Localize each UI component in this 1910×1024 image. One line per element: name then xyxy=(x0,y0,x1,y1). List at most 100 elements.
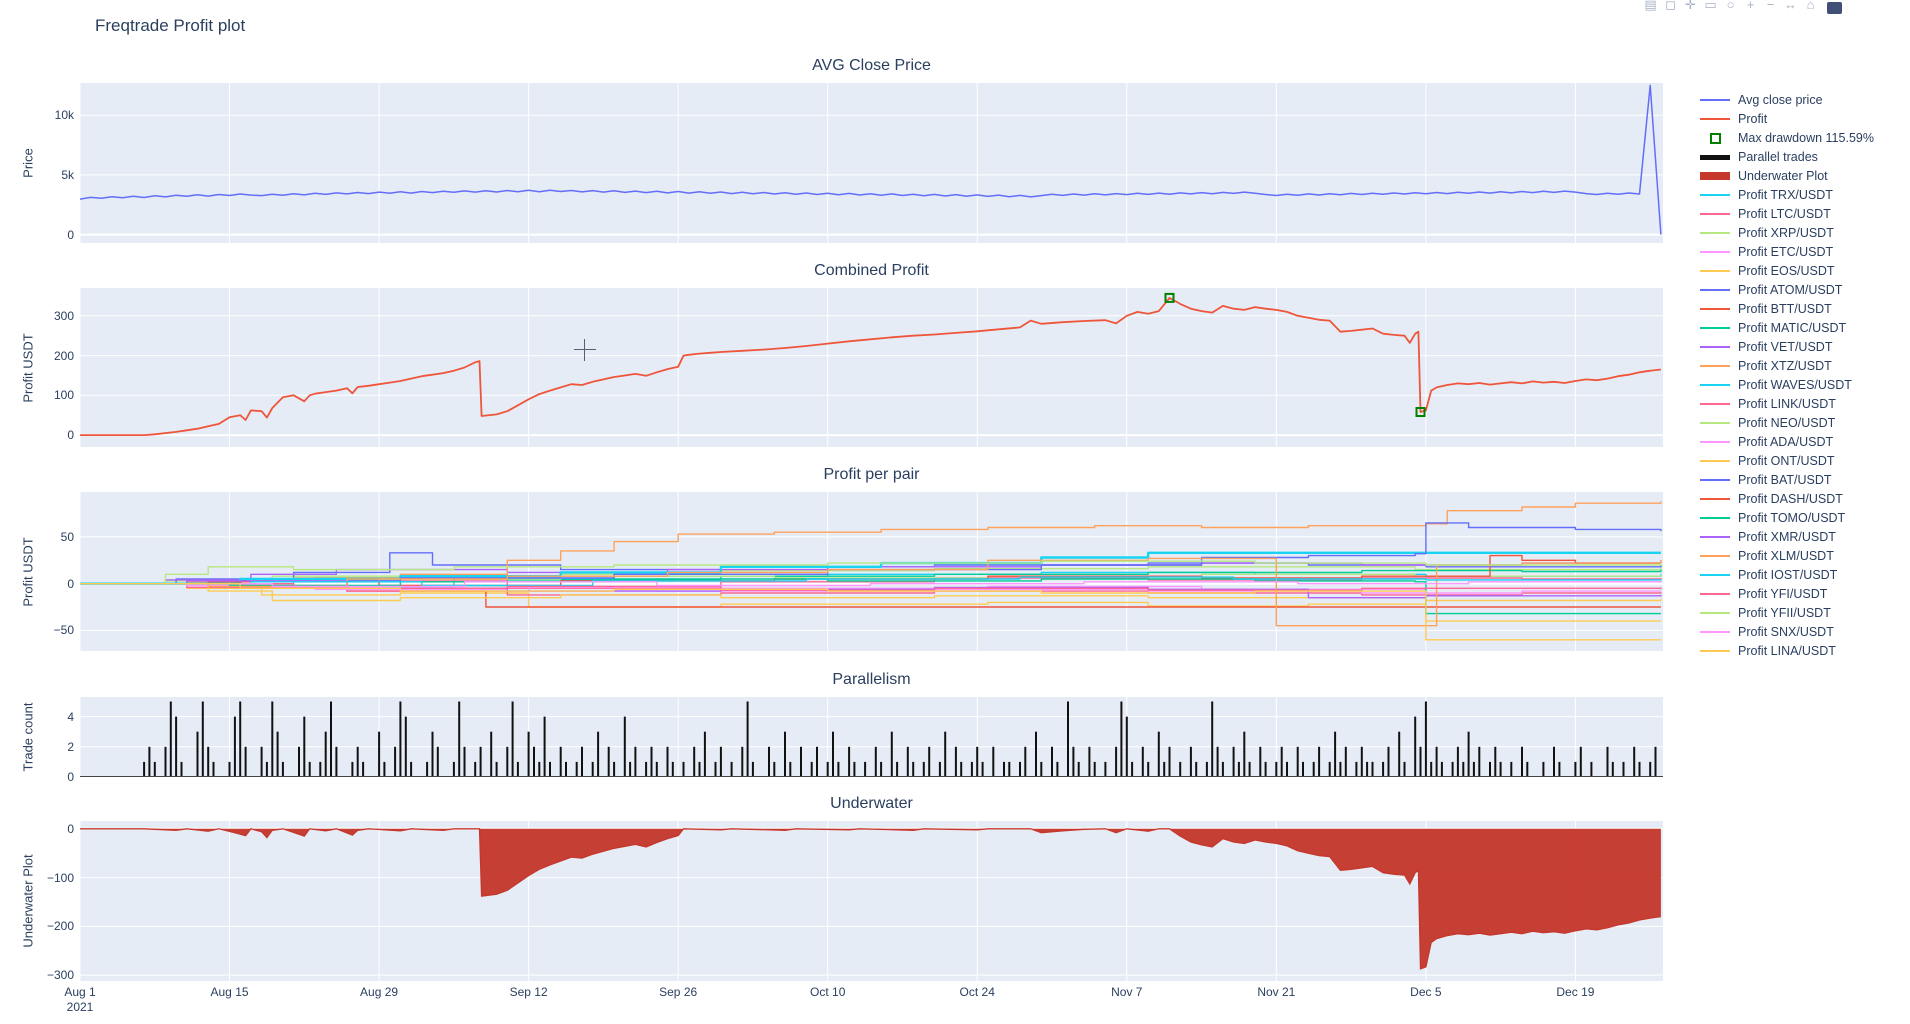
legend-label: Profit VET/USDT xyxy=(1738,339,1833,354)
legend-label: Profit xyxy=(1738,111,1768,126)
camera-icon[interactable]: ▤ xyxy=(1644,0,1657,12)
legend-swatch xyxy=(1700,264,1730,278)
legend-item-profit-eos-usdt[interactable]: Profit EOS/USDT xyxy=(1700,261,1874,280)
legend-label: Underwater Plot xyxy=(1738,168,1828,183)
legend-item-profit-matic-usdt[interactable]: Profit MATIC/USDT xyxy=(1700,318,1874,337)
legend-label: Profit XTZ/USDT xyxy=(1738,358,1832,373)
line-swatch-icon xyxy=(1700,592,1730,595)
legend-label: Profit SNX/USDT xyxy=(1738,624,1834,639)
legend-swatch xyxy=(1700,169,1730,183)
pan-icon[interactable]: ✛ xyxy=(1685,0,1696,12)
line-swatch-icon xyxy=(1700,345,1730,348)
legend-swatch xyxy=(1700,188,1730,202)
parallelism-title: Parallelism xyxy=(832,671,911,688)
legend-label: Profit LTC/USDT xyxy=(1738,206,1831,221)
parallelism-plot[interactable] xyxy=(80,697,1663,777)
legend-item-parallel-trades[interactable]: Parallel trades xyxy=(1700,147,1874,166)
legend-item-profit-yfi-usdt[interactable]: Profit YFI/USDT xyxy=(1700,584,1874,603)
line-swatch-icon xyxy=(1700,307,1730,310)
profit-per-pair-plot[interactable] xyxy=(80,492,1663,651)
x-tick-label: Oct 24 xyxy=(959,985,995,999)
legend-item-profit-xrp-usdt[interactable]: Profit XRP/USDT xyxy=(1700,223,1874,242)
profit-per-pair-y-tick-label: −50 xyxy=(53,623,74,638)
legend-swatch xyxy=(1700,587,1730,601)
legend-item-profit-xmr-usdt[interactable]: Profit XMR/USDT xyxy=(1700,527,1874,546)
line-swatch-icon xyxy=(1700,573,1730,576)
autoscale-icon[interactable]: ↔ xyxy=(1784,0,1797,12)
underwater-y-tick-label: −200 xyxy=(46,919,74,934)
legend-item-profit-btt-usdt[interactable]: Profit BTT/USDT xyxy=(1700,299,1874,318)
box-select-icon[interactable]: ▭ xyxy=(1704,0,1717,12)
legend-item-profit-yfii-usdt[interactable]: Profit YFII/USDT xyxy=(1700,603,1874,622)
underwater-plot[interactable] xyxy=(80,821,1663,981)
legend-item-underwater-plot[interactable]: Underwater Plot xyxy=(1700,166,1874,185)
legend-item-profit-tomo-usdt[interactable]: Profit TOMO/USDT xyxy=(1700,508,1874,527)
reset-axes-icon[interactable]: ⌂ xyxy=(1806,0,1815,12)
legend-item-profit-neo-usdt[interactable]: Profit NEO/USDT xyxy=(1700,413,1874,432)
legend-swatch xyxy=(1700,473,1730,487)
line-swatch-icon xyxy=(1700,212,1730,215)
legend-item-profit-bat-usdt[interactable]: Profit BAT/USDT xyxy=(1700,470,1874,489)
series-profit-eos-usdt xyxy=(80,583,1661,622)
line-swatch-icon xyxy=(1700,402,1730,405)
series-profit-waves-usdt xyxy=(80,551,1661,585)
lasso-select-icon[interactable]: ○ xyxy=(1726,0,1735,12)
series-profit-snx-usdt xyxy=(80,580,1662,588)
line-swatch-icon xyxy=(1700,288,1730,291)
legend-item-profit-iost-usdt[interactable]: Profit IOST/USDT xyxy=(1700,565,1874,584)
combined-profit-title: Combined Profit xyxy=(814,262,929,279)
series-profit-yfii-usdt xyxy=(80,560,1662,585)
zoom-in-icon[interactable]: + xyxy=(1746,0,1755,12)
legend-item-profit-atom-usdt[interactable]: Profit ATOM/USDT xyxy=(1700,280,1874,299)
line-swatch-icon xyxy=(1700,383,1730,386)
max-drawdown-marker xyxy=(1415,407,1426,417)
legend-item-profit-waves-usdt[interactable]: Profit WAVES/USDT xyxy=(1700,375,1874,394)
legend-item-profit-lina-usdt[interactable]: Profit LINA/USDT xyxy=(1700,641,1874,660)
legend-label: Profit ONT/USDT xyxy=(1738,453,1835,468)
legend-swatch xyxy=(1700,283,1730,297)
legend-item-profit-ada-usdt[interactable]: Profit ADA/USDT xyxy=(1700,432,1874,451)
legend-label: Profit ETC/USDT xyxy=(1738,244,1834,259)
legend-item-profit-snx-usdt[interactable]: Profit SNX/USDT xyxy=(1700,622,1874,641)
legend-item-profit-ltc-usdt[interactable]: Profit LTC/USDT xyxy=(1700,204,1874,223)
legend-item-profit[interactable]: Profit xyxy=(1700,109,1874,128)
legend-item-profit-vet-usdt[interactable]: Profit VET/USDT xyxy=(1700,337,1874,356)
series-profit-lina-usdt xyxy=(80,583,1661,641)
legend-swatch xyxy=(1700,150,1730,164)
legend-item-max-drawdown-115-59[interactable]: Max drawdown 115.59% xyxy=(1700,128,1874,147)
legend-item-profit-xlm-usdt[interactable]: Profit XLM/USDT xyxy=(1700,546,1874,565)
combined-profit-y-tick-label: 0 xyxy=(67,428,74,443)
series-profit-xtz-usdt xyxy=(80,501,1662,585)
legend-item-profit-ont-usdt[interactable]: Profit ONT/USDT xyxy=(1700,451,1874,470)
legend-item-profit-dash-usdt[interactable]: Profit DASH/USDT xyxy=(1700,489,1874,508)
parallelism-axis-title: Trade count xyxy=(20,702,36,772)
legend-item-profit-xtz-usdt[interactable]: Profit XTZ/USDT xyxy=(1700,356,1874,375)
legend-label: Profit BAT/USDT xyxy=(1738,472,1832,487)
series-profit-bat-usdt xyxy=(80,522,1662,585)
legend-label: Profit TRX/USDT xyxy=(1738,187,1833,202)
legend-label: Parallel trades xyxy=(1738,149,1818,164)
legend-swatch xyxy=(1700,131,1730,145)
legend-swatch xyxy=(1700,340,1730,354)
line-swatch-icon xyxy=(1700,171,1730,180)
combined-profit-plot[interactable] xyxy=(80,288,1663,447)
legend-label: Profit TOMO/USDT xyxy=(1738,510,1846,525)
legend-item-profit-trx-usdt[interactable]: Profit TRX/USDT xyxy=(1700,185,1874,204)
line-swatch-icon xyxy=(1700,231,1730,234)
avg-close-price-plot[interactable] xyxy=(80,83,1663,243)
legend-item-profit-link-usdt[interactable]: Profit LINK/USDT xyxy=(1700,394,1874,413)
legend-swatch xyxy=(1700,207,1730,221)
legend-item-profit-etc-usdt[interactable]: Profit ETC/USDT xyxy=(1700,242,1874,261)
line-swatch-icon xyxy=(1700,630,1730,633)
zoom-out-icon[interactable]: − xyxy=(1766,0,1775,12)
legend-swatch xyxy=(1700,397,1730,411)
zoom-icon[interactable]: ◻ xyxy=(1665,0,1676,12)
plotly-logo-button[interactable] xyxy=(1827,2,1842,14)
legend-swatch xyxy=(1700,454,1730,468)
line-swatch-icon xyxy=(1700,364,1730,367)
series-profit-vet-usdt xyxy=(80,562,1661,585)
underwater-title: Underwater xyxy=(830,795,913,812)
line-swatch-icon xyxy=(1700,98,1730,101)
line-swatch-icon xyxy=(1700,554,1730,557)
legend-item-avg-close-price[interactable]: Avg close price xyxy=(1700,90,1874,109)
